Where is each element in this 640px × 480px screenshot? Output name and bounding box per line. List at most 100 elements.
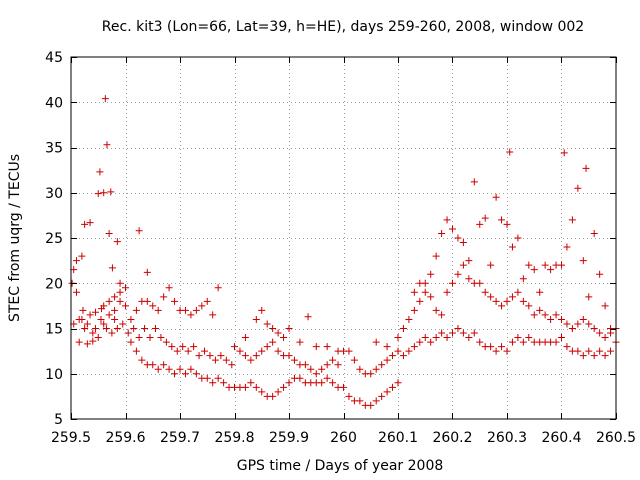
data-point: [558, 315, 565, 323]
data-point: [206, 352, 214, 360]
data-point: [102, 325, 110, 332]
data-point: [340, 383, 347, 391]
data-point: [536, 306, 544, 314]
data-point: [75, 315, 83, 323]
data-point: [585, 320, 593, 328]
data-point: [132, 347, 140, 355]
x-tick-label: 260.5: [596, 430, 636, 446]
data-point: [220, 379, 228, 387]
x-tick-label: 259.8: [214, 430, 254, 446]
data-point: [171, 370, 179, 378]
data-point: [187, 311, 195, 319]
data-point: [438, 311, 446, 319]
data-point: [149, 302, 157, 310]
data-point: [465, 334, 473, 342]
data-point: [116, 279, 124, 287]
data-point: [160, 293, 168, 301]
data-point: [558, 334, 565, 342]
data-point: [601, 352, 609, 360]
data-point: [438, 229, 446, 237]
data-point: [236, 347, 244, 355]
data-point: [122, 284, 129, 292]
data-point: [329, 356, 337, 364]
data-point: [558, 261, 565, 269]
data-point: [476, 338, 484, 346]
data-point: [350, 356, 358, 364]
data-point: [563, 343, 571, 351]
y-tick-label: 40: [45, 95, 63, 111]
data-point: [83, 320, 91, 328]
data-point: [301, 361, 309, 369]
data-point: [487, 293, 495, 301]
data-point: [149, 361, 157, 369]
data-point: [89, 337, 97, 345]
data-point: [116, 288, 124, 296]
data-point: [89, 329, 97, 337]
data-point: [438, 329, 446, 337]
data-point: [590, 352, 598, 360]
data-point: [181, 306, 189, 314]
data-point: [105, 229, 113, 237]
data-point: [579, 352, 587, 360]
data-point: [192, 370, 200, 378]
data-point: [312, 370, 320, 378]
data-point: [132, 306, 140, 314]
data-point: [399, 325, 407, 332]
data-point: [372, 397, 380, 405]
y-tick-label: 25: [45, 231, 63, 247]
data-point: [258, 306, 266, 314]
data-point: [192, 306, 200, 314]
data-point: [459, 239, 467, 247]
data-point: [195, 352, 203, 360]
data-point: [470, 178, 478, 186]
data-point: [154, 365, 162, 373]
data-point: [323, 343, 331, 351]
data-point: [141, 325, 149, 332]
data-point: [508, 293, 516, 301]
data-point: [97, 315, 105, 323]
data-point: [101, 95, 109, 103]
data-point: [214, 284, 222, 292]
data-point: [427, 293, 435, 301]
data-point: [514, 234, 522, 242]
data-point: [345, 392, 353, 400]
data-point: [378, 361, 386, 369]
data-point: [487, 261, 495, 269]
data-point: [547, 315, 555, 323]
data-point: [427, 338, 435, 346]
data-point: [596, 270, 604, 278]
data-point: [416, 297, 424, 305]
chart-title: Rec. kit3 (Lon=66, Lat=39, h=HE), days 2…: [102, 19, 584, 35]
data-point: [601, 334, 609, 342]
data-point: [94, 190, 102, 198]
data-point: [372, 365, 380, 373]
data-point: [304, 313, 312, 321]
data-point: [383, 356, 391, 364]
data-point: [552, 338, 560, 346]
data-point: [138, 356, 146, 364]
data-point: [143, 268, 151, 276]
data-point: [198, 302, 206, 310]
data-point: [119, 320, 127, 328]
data-point: [470, 329, 478, 337]
data-point: [367, 401, 375, 409]
data-point: [421, 288, 429, 296]
data-point: [105, 297, 113, 305]
data-point: [258, 388, 266, 396]
data-point: [541, 311, 549, 319]
data-point: [459, 261, 467, 269]
data-point: [568, 325, 576, 332]
data-point: [124, 329, 132, 337]
data-point: [171, 297, 179, 305]
data-point: [459, 329, 467, 337]
data-point: [454, 270, 462, 278]
data-point: [86, 219, 94, 227]
data-point: [519, 338, 527, 346]
data-point: [100, 189, 108, 197]
data-point: [269, 338, 277, 346]
data-point: [508, 338, 516, 346]
data-point: [334, 347, 342, 355]
data-point: [574, 347, 582, 355]
data-point: [160, 361, 168, 369]
